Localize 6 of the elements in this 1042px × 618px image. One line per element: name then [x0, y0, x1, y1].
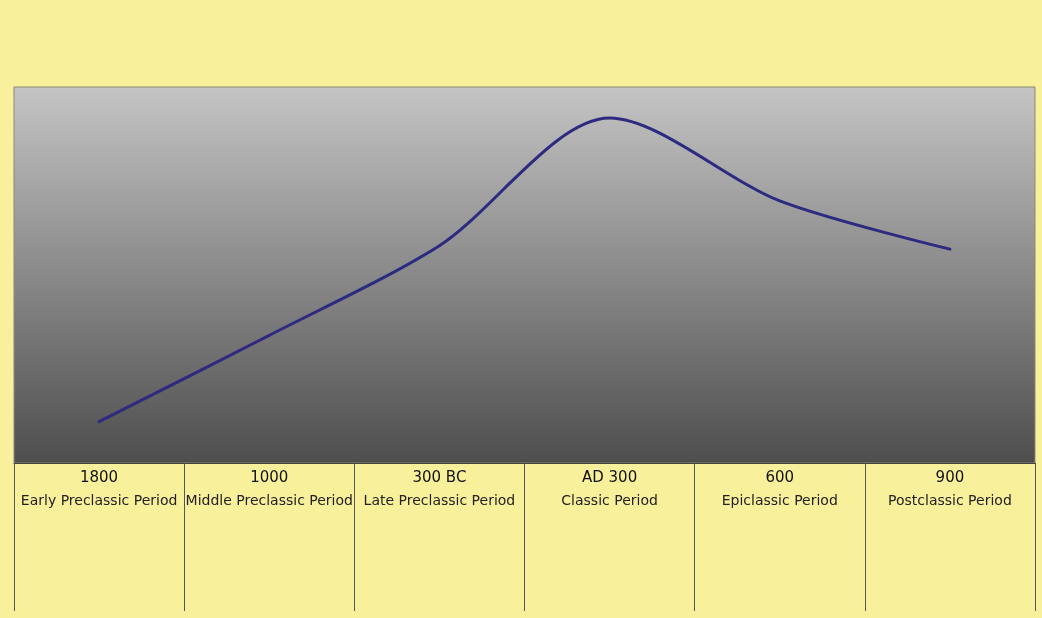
- x-tick-label: 600 Epiclassic Period: [721, 468, 838, 508]
- x-tick-label: 1800 Early Preclassic Period: [20, 468, 178, 508]
- x-tick-label: 1000 Middle Preclassic Period: [185, 468, 353, 508]
- x-tick-label: 300 BC Late Preclassic Period: [363, 468, 516, 508]
- x-tick-label: 900 Postclassic Period: [888, 468, 1012, 508]
- x-tick-label: AD 300 Classic Period: [561, 468, 658, 508]
